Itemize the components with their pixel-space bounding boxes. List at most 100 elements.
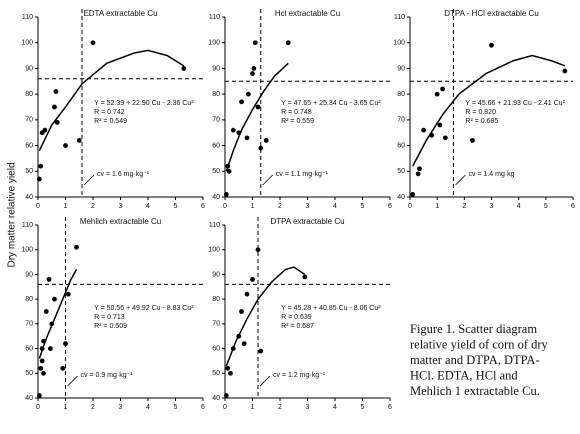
cv-label: cv = 1.4 mg·kg: [468, 171, 514, 178]
panel: Mehlich extractable Cu405060708090100110…: [21, 217, 205, 411]
x-tick-label: 6: [388, 404, 392, 411]
data-point: [223, 192, 229, 197]
x-tick-label: 3: [306, 404, 310, 411]
x-tick-label: 5: [174, 404, 178, 411]
x-tick-label: 5: [174, 203, 178, 210]
x-tick-label: 2: [462, 203, 466, 210]
y-tick-label: 90: [212, 65, 220, 72]
data-point: [244, 135, 250, 141]
panel: EDTA extractable Cu 40 50 60 70 80 90 100 110 0 1 2…: [21, 9, 205, 210]
data-point: [410, 192, 416, 197]
y-tick-label: 40: [212, 395, 220, 402]
x-tick-label: 6: [201, 203, 205, 210]
y-tick-label: 90: [212, 271, 220, 278]
data-point: [49, 321, 55, 327]
y-tick-label: 50: [397, 168, 405, 175]
data-point: [429, 132, 435, 138]
data-point: [241, 341, 247, 347]
data-point: [415, 171, 421, 177]
y-tick-label: 110: [394, 14, 405, 21]
panel-title: DTPA - HCl extractable Cu: [444, 9, 539, 18]
data-point: [434, 91, 440, 97]
equation-line: R² = 0.559: [281, 118, 314, 125]
y-tick-label: 60: [25, 345, 33, 352]
panel-title: Mehlich extractable Cu: [80, 217, 161, 226]
x-tick-label: 1: [251, 203, 255, 210]
y-tick-label: 70: [25, 117, 33, 124]
data-point: [54, 120, 60, 125]
data-point: [90, 40, 96, 46]
panel: DTPA - HCl extractable Cu405060708090100…: [393, 9, 575, 210]
x-tick-label: 2: [278, 203, 282, 210]
data-point: [236, 130, 242, 136]
data-point: [63, 143, 68, 148]
data-point: [52, 104, 57, 110]
data-point: [38, 163, 44, 169]
equation-line: R = 0.713: [94, 314, 125, 321]
data-point: [41, 338, 46, 344]
data-point: [60, 365, 66, 371]
x-tick-label: 0: [36, 203, 40, 210]
x-tick-label: 0: [36, 404, 40, 411]
equation-line: R = 0.639: [281, 314, 312, 321]
panel-title: DTPA extractable Cu: [270, 217, 344, 226]
data-point: [251, 66, 257, 71]
y-tick-label: 80: [25, 296, 33, 303]
data-point: [230, 127, 236, 133]
x-tick-label: 4: [333, 404, 337, 411]
equation-line: R² = 0.549: [94, 118, 127, 125]
data-point: [228, 370, 233, 376]
x-tick-label: 0: [223, 404, 227, 411]
equation-line: R = 0.820: [465, 109, 496, 116]
data-point: [38, 365, 44, 371]
data-point: [47, 346, 53, 351]
x-tick-label: 2: [91, 203, 95, 210]
data-point: [225, 163, 231, 169]
data-point: [250, 71, 255, 76]
y-tick-label: 50: [212, 370, 220, 377]
data-point: [239, 309, 244, 314]
data-point: [53, 89, 59, 94]
data-point: [302, 274, 308, 280]
data-point: [440, 86, 445, 92]
data-point: [74, 244, 79, 250]
data-point: [489, 42, 494, 48]
data-point: [442, 135, 448, 141]
equation-line: Y = 47.65 + 25.34 Cu - 3.65 Cu²: [281, 100, 381, 107]
data-point: [470, 138, 475, 143]
data-point: [223, 393, 229, 398]
data-point: [65, 291, 71, 297]
x-tick-label: 3: [306, 203, 310, 210]
cv-arrow: [455, 174, 466, 186]
x-tick-label: 1: [435, 203, 439, 210]
x-tick-label: 2: [278, 404, 282, 411]
data-point: [36, 393, 42, 398]
data-point: [42, 127, 48, 133]
x-tick-label: 6: [571, 203, 575, 210]
y-tick-label: 70: [25, 321, 33, 328]
data-point: [181, 66, 187, 71]
equation-line: Y = 52.39 + 22.90 Cu - 2.36 Cu²: [94, 100, 194, 107]
y-tick-label: 70: [397, 117, 405, 124]
y-tick-label: 110: [22, 222, 33, 229]
data-point: [239, 99, 244, 105]
cv-arrow: [259, 375, 271, 387]
data-point: [76, 138, 82, 143]
y-tick-label: 110: [22, 14, 33, 21]
cv-arrow: [262, 174, 274, 186]
data-point: [255, 247, 261, 253]
equation-line: Y = 45.28 + 40.85 Cu - 8.06 Cu²: [281, 305, 381, 312]
x-tick-label: 6: [201, 404, 205, 411]
y-tick-label: 100: [393, 40, 405, 47]
data-point: [39, 346, 45, 351]
data-point: [39, 358, 45, 364]
y-tick-label: 40: [397, 194, 405, 201]
data-point: [250, 276, 255, 282]
caption-line: HCl. EDTA, HCl and: [410, 368, 518, 382]
y-tick-label: 100: [208, 40, 220, 47]
y-tick-label: 60: [212, 345, 220, 352]
data-point: [263, 138, 269, 143]
x-tick-label: 5: [544, 203, 548, 210]
y-tick-label: 40: [25, 395, 33, 402]
